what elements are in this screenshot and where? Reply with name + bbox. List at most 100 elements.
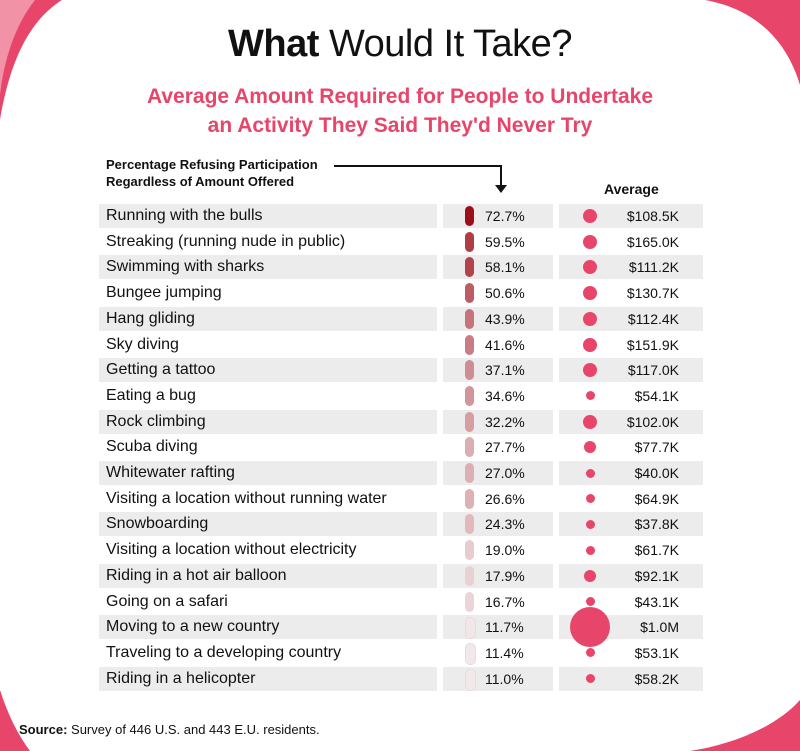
table-row: Streaking (running nude in public) 59.5% $…: [0, 230, 800, 254]
activity-cell: Visiting a location without running wate…: [99, 487, 437, 511]
average-cell: $102.0K: [559, 409, 703, 434]
average-amount-value: $1.0M: [640, 619, 679, 636]
average-amount-value: $108.5K: [626, 208, 679, 224]
percentage-value: 43.9%: [485, 310, 525, 327]
average-amount-dot: [585, 545, 595, 555]
average-amount-dot: [583, 234, 597, 249]
average-cell: $77.7K: [559, 435, 703, 459]
percentage-bar: [465, 565, 474, 586]
average-amount-value: $77.7K: [634, 439, 679, 456]
average-amount-dot: [583, 286, 597, 301]
subtitle-line-1: Average Amount Required for People to Un…: [146, 85, 654, 108]
top-left-decoration: [0, 0, 62, 120]
title-bold: What: [228, 23, 319, 65]
percentage-value: 50.6%: [485, 285, 525, 302]
average-cell: $54.1K: [559, 384, 703, 408]
percentage-cell: 11.7%: [443, 615, 553, 640]
percentage-bar: [465, 308, 474, 329]
activity-label: Riding in a hot air balloon: [106, 566, 287, 584]
activity-label: Eating a bug: [106, 386, 196, 404]
subtitle-line-2: an Activity They Said They'd Never Try: [207, 114, 593, 137]
percentage-value: 34.6%: [485, 387, 525, 404]
average-cell: $53.1K: [559, 641, 703, 665]
percentage-value: 32.2%: [485, 413, 525, 430]
percentage-cell: 19.0%: [443, 538, 553, 562]
average-amount-value: $53.1K: [634, 644, 679, 661]
percentage-value: 24.3%: [485, 516, 525, 533]
activity-cell: Going on a safari: [99, 590, 437, 614]
percentage-cell: 17.9%: [443, 563, 553, 588]
percentage-bar: [465, 360, 474, 381]
average-amount-dot: [585, 494, 595, 504]
average-amount-dot: [584, 441, 596, 454]
percentage-value: 19.0%: [485, 542, 525, 559]
average-amount-dot: [570, 607, 610, 648]
average-amount-dot: [585, 648, 595, 658]
average-amount-value: $102.0K: [626, 413, 679, 430]
bottom-left-decoration: [0, 690, 30, 751]
table-row: Swimming with sharks 58.1% $111.2K: [0, 255, 800, 280]
bottom-right-decoration: [690, 700, 800, 751]
average-cell: $151.9K: [559, 333, 703, 357]
percentage-bar: [465, 411, 474, 432]
average-cell: $61.7K: [559, 538, 703, 562]
percentage-value: 11.4%: [485, 644, 524, 661]
average-cell: $37.8K: [559, 512, 703, 537]
table-row: Rock climbing 32.2% $102.0K: [0, 409, 800, 434]
average-amount-dot: [584, 569, 596, 582]
average-amount-value: $43.1K: [634, 593, 679, 610]
activity-label: Riding in a helicopter: [106, 669, 256, 687]
activity-label: Sky diving: [106, 335, 179, 353]
source-label: Source:: [19, 722, 68, 737]
percentage-cell: 41.6%: [443, 333, 553, 357]
annotation-connector-line: [334, 165, 502, 167]
percentage-value: 37.1%: [485, 362, 525, 379]
average-amount-value: $112.4K: [627, 310, 679, 327]
activity-cell: Scuba diving: [99, 435, 437, 459]
activity-cell: Whitewater rafting: [99, 461, 437, 485]
average-cell: $40.0K: [559, 461, 703, 485]
percentage-value: 27.0%: [485, 465, 525, 481]
average-amount-dot: [585, 674, 595, 684]
annotation-line-1: Percentage Refusing Participation: [106, 157, 318, 172]
percentage-cell: 11.0%: [443, 666, 553, 691]
table-row: Snowboarding 24.3% $37.8K: [0, 512, 800, 537]
arrow-down-icon: [495, 185, 507, 193]
percentage-value: 11.0%: [485, 670, 524, 687]
average-amount-value: $92.1K: [634, 567, 679, 584]
activity-cell: Hang gliding: [99, 306, 437, 331]
average-cell: $64.9K: [559, 487, 703, 511]
table-row: Hang gliding 43.9% $112.4K: [0, 306, 800, 331]
average-cell: $111.2K: [559, 255, 703, 280]
percentage-cell: 27.7%: [443, 435, 553, 459]
activity-cell: Visiting a location without electricity: [99, 538, 437, 562]
average-amount-dot: [585, 597, 595, 606]
table-row: Going on a safari 16.7% $43.1K: [0, 590, 800, 614]
percentage-bar: [465, 206, 474, 226]
percentage-cell: 72.7%: [443, 204, 553, 228]
table-row: Getting a tattoo 37.1% $117.0K: [0, 358, 800, 383]
activity-cell: Rock climbing: [99, 409, 437, 434]
percentage-bar: [465, 668, 476, 691]
average-amount-value: $130.7K: [626, 285, 679, 302]
percentage-cell: 27.0%: [443, 461, 553, 485]
percentage-value: 41.6%: [485, 336, 525, 353]
average-amount-value: $58.2K: [634, 670, 679, 687]
average-amount-dot: [583, 363, 597, 378]
percentage-cell: 58.1%: [443, 255, 553, 280]
average-amount-value: $64.9K: [634, 490, 679, 507]
average-cell: $1.0M: [559, 607, 703, 648]
average-amount-dot: [585, 468, 595, 478]
activity-label: Visiting a location without running wate…: [106, 489, 387, 507]
activity-cell: Riding in a hot air balloon: [99, 563, 437, 588]
average-amount-value: $54.1K: [634, 387, 679, 404]
percentage-value: 11.7%: [485, 619, 524, 636]
average-cell: $58.2K: [559, 666, 703, 691]
average-cell: $43.1K: [559, 590, 703, 614]
percentage-bar: [465, 257, 474, 278]
percentage-cell: 32.2%: [443, 409, 553, 434]
average-cell: $112.4K: [559, 306, 703, 331]
average-cell: $117.0K: [559, 358, 703, 383]
average-amount-dot: [583, 414, 597, 429]
table-row: Moving to a new country 11.7% $1.0M: [0, 607, 800, 648]
